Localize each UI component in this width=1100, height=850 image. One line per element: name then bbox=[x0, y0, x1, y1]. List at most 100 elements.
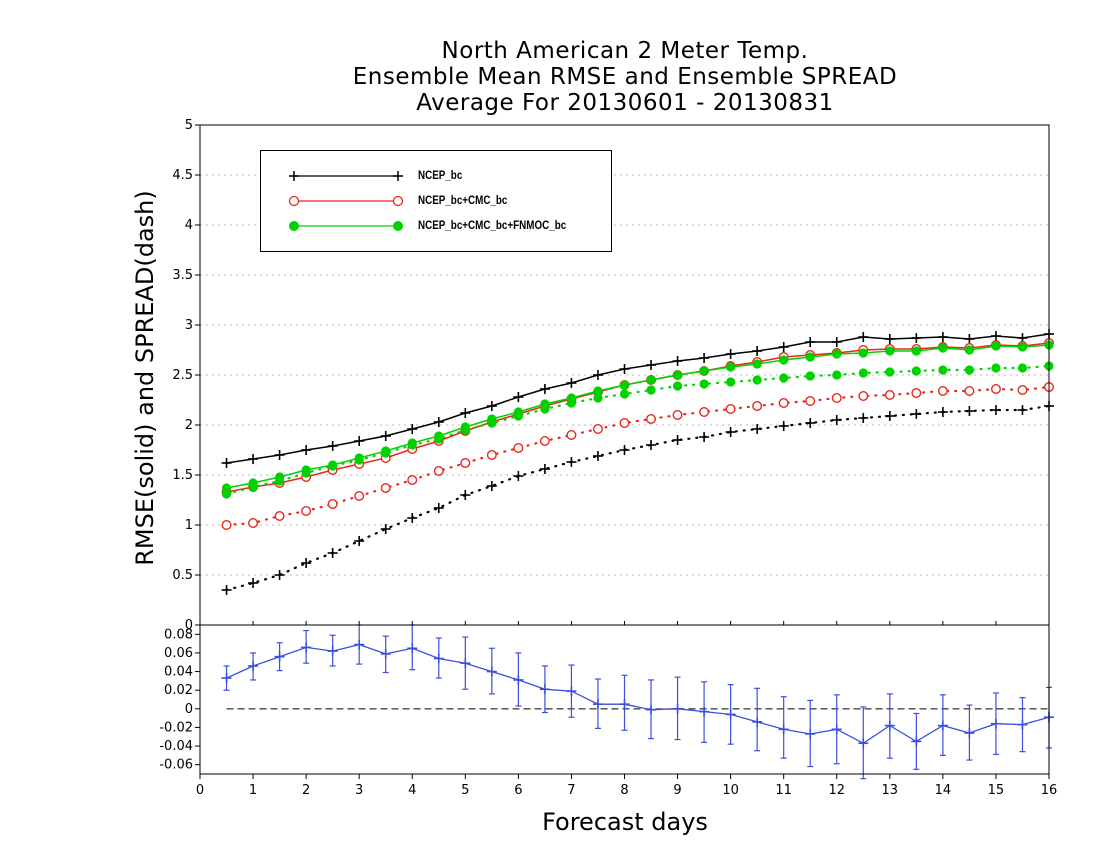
point-ncep-cmc-spread bbox=[937, 386, 948, 397]
point-ncep-cmc-fnmoc-rmse bbox=[858, 348, 868, 358]
point-ncep-cmc-fnmoc-rmse bbox=[805, 352, 815, 362]
point-ncep-cmc-spread bbox=[646, 414, 657, 425]
point-ncep-cmc-fnmoc-rmse bbox=[1017, 342, 1028, 352]
point-ncep-cmc-fnmoc-spread bbox=[221, 489, 232, 499]
point-ncep-cmc-fnmoc-rmse bbox=[911, 346, 921, 356]
point-ncep-cmc-spread bbox=[433, 466, 444, 477]
point-ncep-cmc-fnmoc-rmse bbox=[779, 355, 789, 365]
difference-line bbox=[226, 643, 1050, 745]
point-ncep-cmc-spread bbox=[248, 518, 259, 529]
y-tick-label: 3 bbox=[185, 318, 193, 333]
bottom-y-tick-label: 0.02 bbox=[164, 683, 193, 698]
point-ncep-cmc-fnmoc-spread bbox=[434, 434, 444, 444]
bottom-y-tick-label: 0.06 bbox=[164, 646, 193, 661]
point-ncep-cmc-spread bbox=[858, 391, 869, 402]
y-tick-label: 2 bbox=[185, 418, 193, 433]
point-ncep-cmc-fnmoc-spread bbox=[566, 398, 577, 408]
legend-item-ncep-cmc: NCEP_bc+CMC_bc bbox=[261, 191, 611, 211]
point-ncep-cmc-fnmoc-spread bbox=[619, 389, 630, 399]
point-ncep-cmc-fnmoc-spread bbox=[832, 370, 842, 380]
x-tick-label: 2 bbox=[302, 783, 310, 798]
point-ncep-cmc-spread bbox=[672, 410, 683, 421]
point-ncep-cmc-spread bbox=[884, 390, 895, 401]
y-tick-label: 3.5 bbox=[172, 268, 193, 283]
point-ncep-cmc-fnmoc-rmse bbox=[699, 366, 709, 376]
series-ncep-cmc-rmse-line bbox=[226, 342, 1050, 493]
x-tick-label: 6 bbox=[514, 783, 522, 798]
y-tick-label: 2.5 bbox=[172, 368, 193, 383]
point-ncep-cmc-fnmoc-spread bbox=[885, 367, 895, 377]
x-tick-label: 12 bbox=[828, 783, 845, 798]
axis-ticks: 00.511.522.533.544.55-0.06-0.04-0.0200.0… bbox=[159, 118, 1057, 798]
x-tick-label: 5 bbox=[461, 783, 469, 798]
y-tick-label: 1 bbox=[185, 518, 193, 533]
legend-label-ncep-cmc-fnmoc: NCEP_bc+CMC_bc+FNMOC_bc bbox=[418, 218, 567, 232]
point-ncep-cmc-fnmoc-spread bbox=[858, 368, 868, 378]
point-ncep-cmc-spread bbox=[805, 396, 816, 407]
x-tick-label: 8 bbox=[620, 783, 628, 798]
point-ncep-cmc-fnmoc-spread bbox=[1017, 363, 1028, 373]
chart-title-line-2: Ensemble Mean RMSE and Ensemble SPREAD bbox=[352, 64, 898, 90]
point-ncep-cmc-fnmoc-rmse bbox=[885, 346, 895, 356]
point-ncep-cmc-fnmoc-spread bbox=[805, 371, 815, 381]
point-ncep-cmc-fnmoc-rmse bbox=[832, 349, 842, 359]
series-ncep-bc-rmse-line bbox=[226, 333, 1050, 464]
x-tick-label: 11 bbox=[775, 783, 792, 798]
point-ncep-cmc-spread bbox=[513, 443, 524, 454]
point-ncep-cmc-fnmoc-rmse bbox=[672, 370, 683, 380]
x-tick-label: 15 bbox=[988, 783, 1005, 798]
point-ncep-cmc-spread bbox=[327, 499, 338, 510]
point-ncep-cmc-spread bbox=[699, 407, 710, 418]
point-ncep-cmc-fnmoc-rmse bbox=[938, 343, 948, 353]
point-ncep-cmc-spread bbox=[725, 404, 736, 415]
x-tick-label: 14 bbox=[935, 783, 952, 798]
y-tick-label: 0 bbox=[185, 618, 193, 633]
point-ncep-cmc-fnmoc-rmse bbox=[726, 362, 736, 372]
bottom-y-tick-label: 0.08 bbox=[164, 627, 193, 642]
y-axis-label: RMSE(solid) and SPREAD(dash) bbox=[131, 190, 159, 566]
point-ncep-cmc-fnmoc-rmse bbox=[964, 345, 975, 355]
point-ncep-cmc-fnmoc-rmse bbox=[646, 375, 656, 385]
legend-item-ncep-bc: NCEP_bc bbox=[261, 166, 611, 186]
legend-swatch-ncep-cmc-fnmoc bbox=[289, 221, 403, 231]
point-ncep-cmc-fnmoc-spread bbox=[540, 404, 550, 414]
top-panel-series bbox=[221, 329, 1054, 595]
bottom-y-tick-label: 0 bbox=[185, 702, 193, 717]
legend-label-ncep-bc: NCEP_bc bbox=[418, 168, 463, 182]
point-ncep-cmc-fnmoc-rmse bbox=[593, 386, 603, 396]
point-ncep-cmc-fnmoc-rmse bbox=[752, 359, 762, 369]
point-ncep-cmc-spread bbox=[911, 388, 922, 399]
bottom-panel-series bbox=[221, 624, 1054, 780]
x-tick-label: 10 bbox=[722, 783, 739, 798]
y-tick-label: 4 bbox=[185, 218, 193, 233]
point-ncep-cmc-fnmoc-spread bbox=[938, 365, 948, 375]
point-ncep-cmc-fnmoc-spread bbox=[381, 448, 391, 458]
bottom-y-tick-label: -0.04 bbox=[159, 739, 193, 754]
bottom-y-tick-label: -0.02 bbox=[159, 720, 193, 735]
y-tick-label: 4.5 bbox=[172, 168, 193, 183]
point-ncep-cmc-fnmoc-spread bbox=[301, 468, 311, 478]
series-ncep-cmc-spread-line bbox=[225, 385, 1051, 527]
point-ncep-cmc-fnmoc-rmse bbox=[991, 341, 1001, 351]
legend-item-ncep-cmc-fnmoc: NCEP_bc+CMC_bc+FNMOC_bc bbox=[261, 216, 611, 236]
point-ncep-cmc-spread bbox=[460, 458, 471, 469]
point-ncep-cmc-fnmoc-spread bbox=[672, 381, 683, 391]
x-tick-label: 1 bbox=[249, 783, 257, 798]
point-ncep-cmc-fnmoc-spread bbox=[487, 418, 497, 428]
y-tick-label: 1.5 bbox=[172, 468, 193, 483]
series-ncep-cmc-fnmoc-spread-line bbox=[225, 364, 1051, 496]
point-ncep-cmc-fnmoc-spread bbox=[726, 377, 736, 387]
point-ncep-cmc-spread bbox=[539, 436, 550, 447]
x-tick-label: 4 bbox=[408, 783, 416, 798]
point-ncep-cmc-fnmoc-spread bbox=[460, 425, 470, 435]
point-ncep-cmc-fnmoc-spread bbox=[593, 393, 603, 403]
point-ncep-cmc-spread bbox=[778, 398, 789, 409]
point-ncep-cmc-spread bbox=[831, 393, 842, 404]
bottom-y-tick-label: 0.04 bbox=[164, 665, 193, 680]
point-ncep-cmc-spread bbox=[380, 483, 391, 494]
point-ncep-cmc-fnmoc-spread bbox=[407, 440, 417, 450]
point-ncep-cmc-spread bbox=[990, 384, 1001, 395]
point-ncep-cmc-spread bbox=[1017, 385, 1028, 396]
point-ncep-cmc-fnmoc-spread bbox=[328, 461, 338, 471]
